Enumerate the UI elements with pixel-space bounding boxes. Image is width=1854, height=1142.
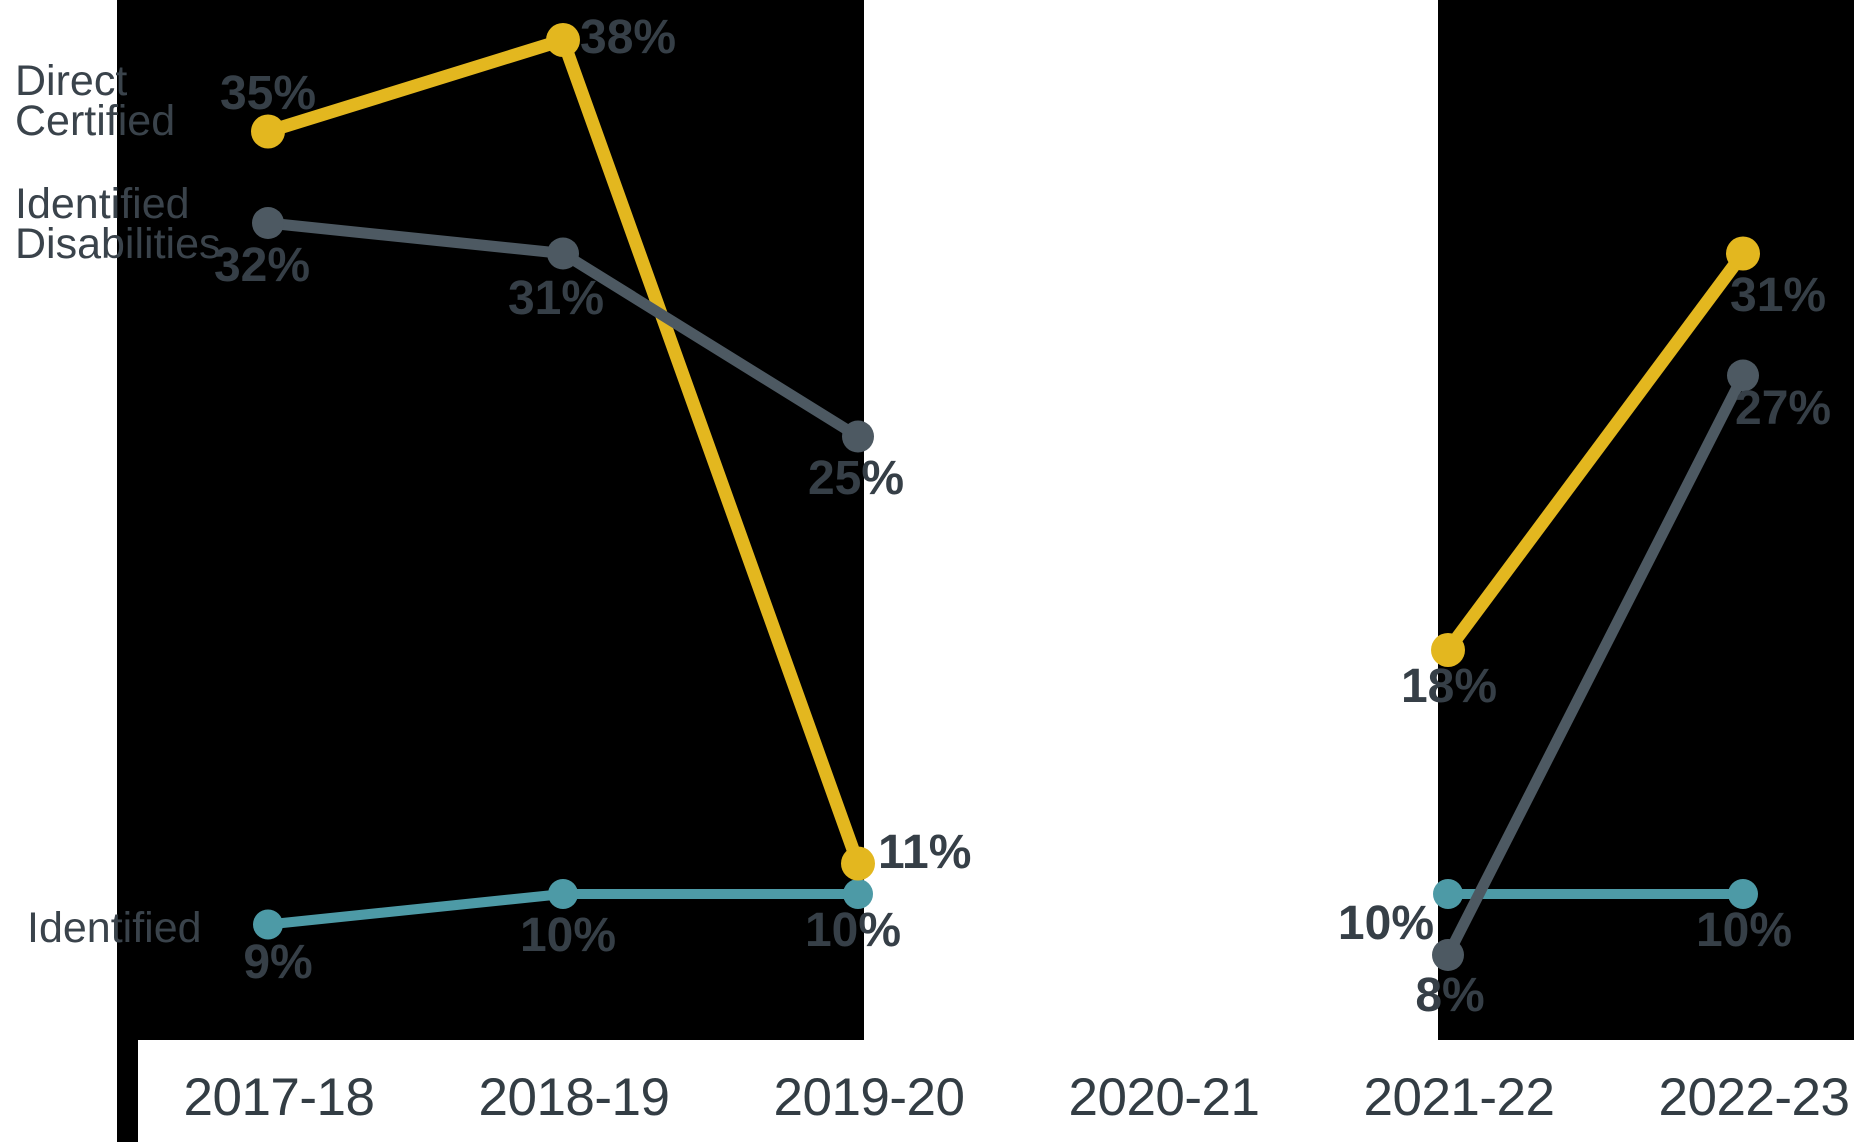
value-label-identified-disabilities-2022-23: 27%: [1735, 382, 1832, 435]
data-point-identified-disabilities-2019-20: [842, 420, 874, 453]
series-label-line: Certified: [15, 97, 176, 145]
series-label-line: Disabilities: [15, 220, 221, 268]
axis-label-2020-21: 2020-21: [1068, 1068, 1260, 1127]
data-point-direct-certified-2019-20: [841, 846, 875, 881]
series-line-identified-disabilities: [1443, 373, 1748, 958]
data-point-identified-2022-23: [1728, 879, 1758, 909]
data-point-identified-disabilities-2018-19: [547, 237, 579, 270]
value-label-direct-certified-2022-23: 31%: [1730, 269, 1827, 322]
value-label-identified-2018-19: 10%: [519, 909, 617, 962]
value-label-identified-disabilities-2018-19: 31%: [507, 272, 605, 325]
data-point-direct-certified-2018-19: [546, 23, 580, 57]
no-data-gap-panel: [864, 0, 1438, 1142]
axis-label-2022-23: 2022-23: [1658, 1068, 1850, 1127]
value-label-direct-certified-2017-18: 35%: [219, 67, 317, 120]
data-point-direct-certified-2021-22: [1431, 633, 1465, 667]
axis-label-2019-20: 2019-20: [773, 1068, 965, 1127]
series-label-line: Direct: [15, 57, 128, 105]
data-point-direct-certified-2017-18: [251, 114, 285, 149]
value-label-direct-certified-2019-20: 11%: [878, 826, 972, 879]
value-label-direct-certified-2021-22: 18%: [1400, 660, 1498, 713]
axis-label-2018-19: 2018-19: [478, 1068, 670, 1127]
data-point-identified-disabilities-2021-22: [1432, 939, 1464, 971]
x-axis-panel: [138, 1040, 1854, 1142]
left-margin-panel: [0, 0, 117, 1142]
value-label-direct-certified-2018-19: 38%: [580, 11, 677, 64]
value-label-identified-disabilities-2017-18: 32%: [213, 239, 311, 292]
data-point-identified-disabilities-2022-23: [1727, 359, 1759, 392]
data-point-identified-2018-19: [548, 879, 578, 909]
series-label-identified: Identified: [27, 904, 202, 952]
value-label-identified-2021-22: 10%: [1337, 897, 1434, 950]
value-label-identified-2022-23: 10%: [1695, 904, 1793, 957]
series-label-line: Identified: [15, 180, 190, 228]
value-label-identified-2019-20: 10%: [804, 904, 902, 957]
series-label-identified-disabilities: Identified Disabilities: [15, 180, 221, 268]
data-point-direct-certified-2022-23: [1726, 236, 1760, 271]
series-line-direct-certified: [1442, 249, 1749, 654]
axis-label-2021-22: 2021-22: [1363, 1068, 1555, 1127]
data-point-identified-2021-22: [1433, 879, 1463, 909]
axis-label-2017-18: 2017-18: [183, 1068, 375, 1127]
series-label-direct-certified: Direct Certified: [15, 57, 176, 145]
series-label-line: Identified: [27, 904, 202, 952]
data-point-identified-2017-18: [253, 909, 283, 940]
value-label-identified-disabilities-2019-20: 25%: [807, 452, 905, 505]
value-label-identified-disabilities-2021-22: 8%: [1415, 969, 1485, 1022]
series-line-direct-certified: [266, 31, 865, 866]
value-label-identified-2017-18: 9%: [243, 936, 313, 989]
data-point-identified-disabilities-2017-18: [252, 207, 284, 239]
data-point-identified-2019-20: [843, 879, 873, 909]
